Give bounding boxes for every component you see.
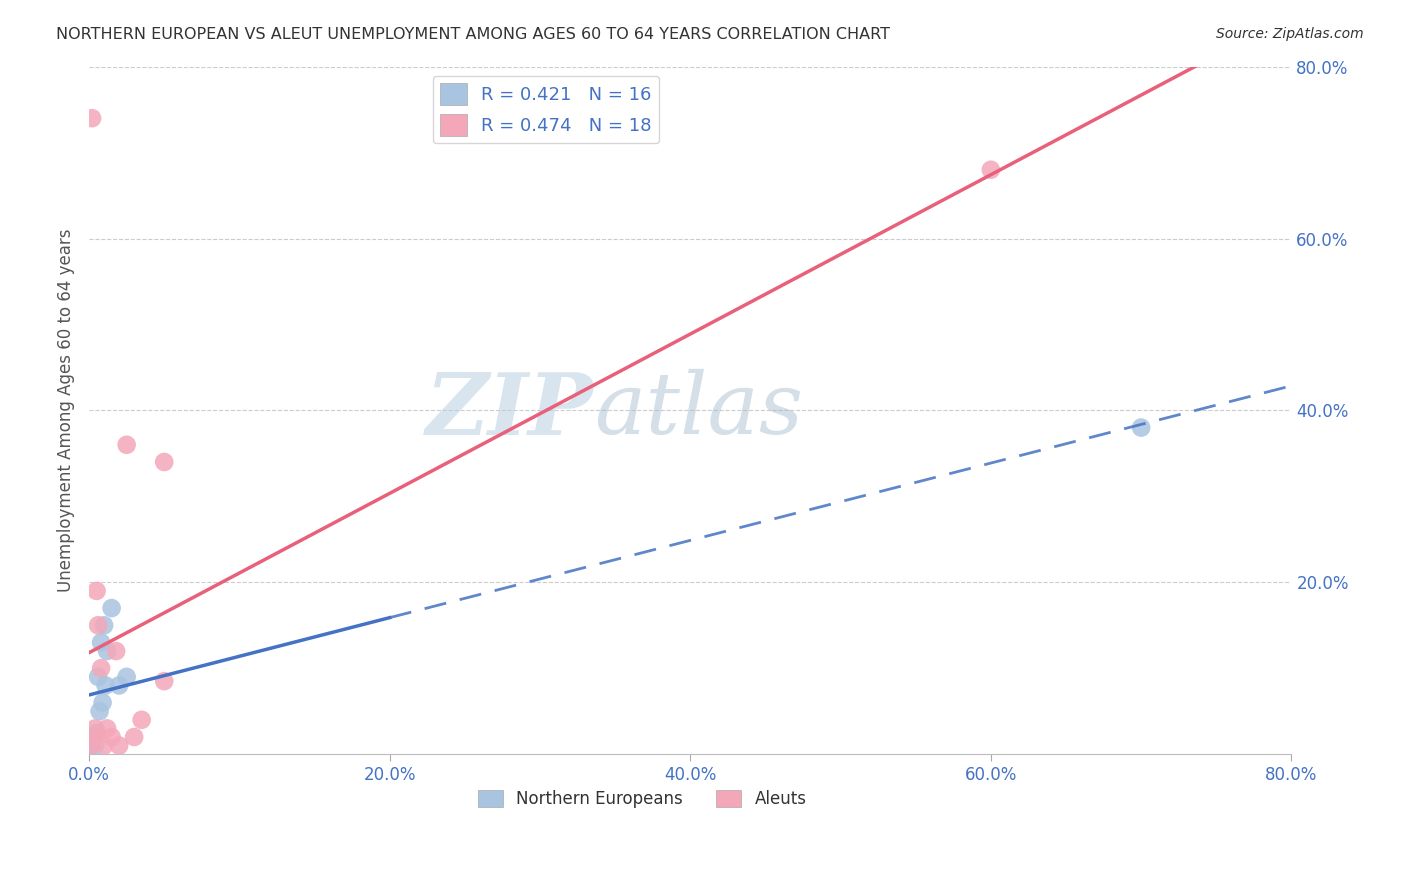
Point	[80, 111, 103, 125]
Point	[96, 722, 118, 736]
Point	[100, 730, 122, 744]
Point	[100, 601, 122, 615]
Point	[153, 455, 176, 469]
Point	[108, 739, 131, 753]
Point	[1130, 420, 1153, 434]
Point	[84, 739, 107, 753]
Point	[131, 713, 153, 727]
Point	[86, 583, 108, 598]
Text: atlas: atlas	[595, 369, 803, 451]
Point	[108, 678, 131, 692]
Point	[84, 722, 107, 736]
Point	[79, 739, 101, 753]
Point	[83, 730, 105, 744]
Point	[83, 730, 105, 744]
Point	[79, 739, 101, 753]
Y-axis label: Unemployment Among Ages 60 to 64 years: Unemployment Among Ages 60 to 64 years	[58, 228, 75, 592]
Point	[87, 670, 110, 684]
Point	[115, 670, 138, 684]
Point	[93, 739, 115, 753]
Point	[90, 635, 112, 649]
Point	[115, 438, 138, 452]
Legend: Northern Europeans, Aleuts: Northern Europeans, Aleuts	[471, 783, 813, 814]
Point	[94, 678, 117, 692]
Text: NORTHERN EUROPEAN VS ALEUT UNEMPLOYMENT AMONG AGES 60 TO 64 YEARS CORRELATION CH: NORTHERN EUROPEAN VS ALEUT UNEMPLOYMENT …	[56, 27, 890, 42]
Text: Source: ZipAtlas.com: Source: ZipAtlas.com	[1216, 27, 1364, 41]
Point	[122, 730, 145, 744]
Point	[93, 618, 115, 632]
Text: ZIP: ZIP	[426, 368, 595, 452]
Point	[153, 674, 176, 689]
Point	[105, 644, 128, 658]
Point	[90, 661, 112, 675]
Point	[87, 618, 110, 632]
Point	[89, 704, 111, 718]
Point	[86, 725, 108, 739]
Point	[91, 696, 114, 710]
Point	[96, 644, 118, 658]
Point	[80, 734, 103, 748]
Point	[980, 162, 1002, 177]
